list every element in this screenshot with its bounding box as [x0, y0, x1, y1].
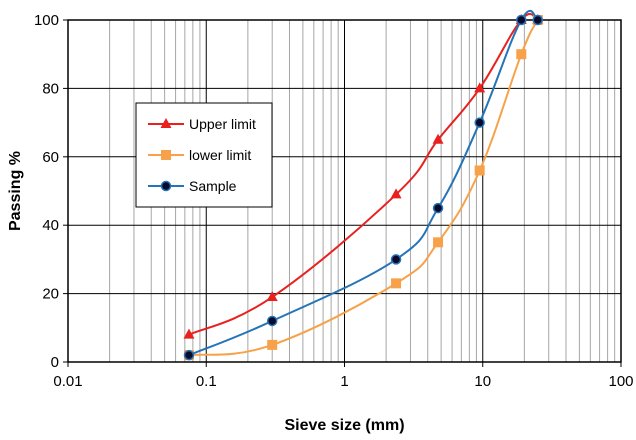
data-point [266, 315, 278, 327]
data-point [266, 291, 278, 302]
x-tick-label: 0.01 [53, 373, 82, 390]
data-point [433, 237, 444, 248]
series-sample [183, 9, 544, 361]
x-axis-title: Sieve size (mm) [284, 417, 404, 434]
axes-frame [63, 19, 622, 367]
legend-entry: Upper limit [148, 116, 256, 132]
x-tick-label: 0.1 [196, 373, 217, 390]
data-point [391, 278, 402, 289]
legend-marker [161, 150, 171, 160]
data-point [474, 117, 485, 128]
data-point [474, 82, 486, 93]
y-axis-title: Passing % [7, 151, 24, 231]
data-point [474, 165, 485, 176]
x-tick-label: 1 [340, 373, 348, 390]
data-point [432, 202, 444, 214]
legend-entry: lower limit [148, 147, 251, 163]
data-point [390, 254, 402, 265]
data-point [516, 14, 527, 26]
legend-entry: Sample [148, 178, 237, 194]
legend-label: Sample [189, 178, 237, 194]
legend-marker [160, 180, 172, 192]
data-point [432, 133, 444, 144]
y-tick-label: 100 [34, 12, 59, 29]
data-point [267, 339, 278, 350]
series-layer [183, 9, 544, 361]
y-tick-label: 40 [42, 217, 59, 234]
legend-marker [160, 118, 172, 128]
legend: Upper limit lower limit Sample [135, 102, 273, 208]
x-tick-label: 10 [474, 373, 491, 390]
legend-label: Upper limit [189, 116, 256, 132]
tick-labels: 0.01 0.1 1 10 100 0 20 40 60 80 100 [34, 12, 634, 390]
data-point [516, 49, 527, 60]
y-tick-label: 20 [42, 286, 59, 303]
y-tick-label: 80 [42, 80, 59, 97]
legend-label: lower limit [189, 147, 251, 163]
data-point [532, 14, 544, 26]
data-point [183, 328, 195, 339]
x-tick-label: 100 [608, 373, 633, 390]
data-point [390, 188, 402, 199]
data-point [183, 349, 195, 361]
y-tick-label: 60 [42, 149, 59, 166]
y-tick-label: 0 [51, 354, 59, 371]
